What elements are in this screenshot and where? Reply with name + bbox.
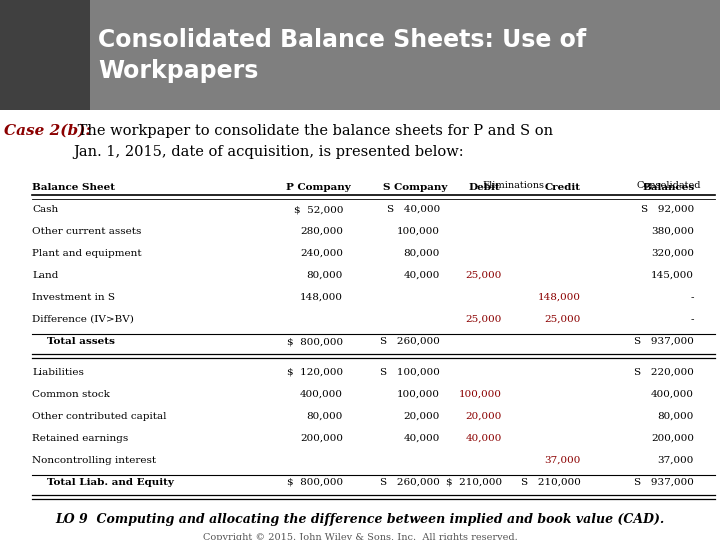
Text: S   220,000: S 220,000 xyxy=(634,368,694,377)
Text: Balance Sheet: Balance Sheet xyxy=(32,183,115,192)
Text: 80,000: 80,000 xyxy=(657,412,694,421)
Text: LO 9  Computing and allocating the difference between implied and book value (CA: LO 9 Computing and allocating the differ… xyxy=(55,513,665,526)
Text: Eliminations: Eliminations xyxy=(482,181,544,190)
Text: 80,000: 80,000 xyxy=(307,412,343,421)
Text: 25,000: 25,000 xyxy=(466,315,502,324)
Text: 40,000: 40,000 xyxy=(404,271,440,280)
Text: Consolidated: Consolidated xyxy=(636,181,701,190)
Text: Balances: Balances xyxy=(643,183,695,192)
Text: Copyright © 2015. John Wiley & Sons, Inc.  All rights reserved.: Copyright © 2015. John Wiley & Sons, Inc… xyxy=(202,533,518,540)
Text: $  210,000: $ 210,000 xyxy=(446,478,502,487)
Text: Credit: Credit xyxy=(545,183,581,192)
Text: Noncontrolling interest: Noncontrolling interest xyxy=(32,456,156,465)
Bar xyxy=(0,0,720,110)
Text: 148,000: 148,000 xyxy=(538,293,581,302)
Text: 25,000: 25,000 xyxy=(544,315,581,324)
Text: S   40,000: S 40,000 xyxy=(387,205,440,214)
Text: S   260,000: S 260,000 xyxy=(380,478,440,487)
Text: 320,000: 320,000 xyxy=(651,249,694,258)
Text: S   937,000: S 937,000 xyxy=(634,337,694,346)
Text: 280,000: 280,000 xyxy=(300,227,343,236)
Text: Cash: Cash xyxy=(32,205,58,214)
Text: Other current assets: Other current assets xyxy=(32,227,141,236)
Text: Total assets: Total assets xyxy=(47,337,115,346)
Text: 37,000: 37,000 xyxy=(657,456,694,465)
Text: 80,000: 80,000 xyxy=(404,249,440,258)
Text: 20,000: 20,000 xyxy=(404,412,440,421)
Text: Land: Land xyxy=(32,271,58,280)
Bar xyxy=(0,0,90,110)
Text: $  800,000: $ 800,000 xyxy=(287,337,343,346)
Text: Total Liab. and Equity: Total Liab. and Equity xyxy=(47,478,174,487)
Text: 380,000: 380,000 xyxy=(651,227,694,236)
Text: Difference (IV>BV): Difference (IV>BV) xyxy=(32,315,134,324)
Text: S   210,000: S 210,000 xyxy=(521,478,581,487)
Text: S   100,000: S 100,000 xyxy=(380,368,440,377)
Text: -: - xyxy=(690,293,694,302)
Text: 80,000: 80,000 xyxy=(307,271,343,280)
Text: 400,000: 400,000 xyxy=(300,390,343,399)
Text: Other contributed capital: Other contributed capital xyxy=(32,412,166,421)
Text: 40,000: 40,000 xyxy=(404,434,440,443)
Text: Retained earnings: Retained earnings xyxy=(32,434,128,443)
Text: 240,000: 240,000 xyxy=(300,249,343,258)
Text: Common stock: Common stock xyxy=(32,390,110,399)
Text: 20,000: 20,000 xyxy=(466,412,502,421)
Text: Case 2(b):: Case 2(b): xyxy=(4,124,91,138)
Text: 200,000: 200,000 xyxy=(300,434,343,443)
Text: 40,000: 40,000 xyxy=(466,434,502,443)
Text: P Company: P Company xyxy=(286,183,351,192)
Text: 100,000: 100,000 xyxy=(397,390,440,399)
Text: $  120,000: $ 120,000 xyxy=(287,368,343,377)
Text: S Company: S Company xyxy=(383,183,447,192)
Text: 148,000: 148,000 xyxy=(300,293,343,302)
Text: $  52,000: $ 52,000 xyxy=(294,205,343,214)
Text: 145,000: 145,000 xyxy=(651,271,694,280)
Text: S   937,000: S 937,000 xyxy=(634,478,694,487)
Text: Debit: Debit xyxy=(468,183,500,192)
Text: 37,000: 37,000 xyxy=(544,456,581,465)
Text: Investment in S: Investment in S xyxy=(32,293,115,302)
Text: -: - xyxy=(690,315,694,324)
Text: $  800,000: $ 800,000 xyxy=(287,478,343,487)
Text: Liabilities: Liabilities xyxy=(32,368,84,377)
Text: 400,000: 400,000 xyxy=(651,390,694,399)
Text: Consolidated Balance Sheets: Use of
Workpapers: Consolidated Balance Sheets: Use of Work… xyxy=(98,28,586,83)
Text: S   92,000: S 92,000 xyxy=(641,205,694,214)
Text: 100,000: 100,000 xyxy=(459,390,502,399)
Text: S   260,000: S 260,000 xyxy=(380,337,440,346)
Text: 200,000: 200,000 xyxy=(651,434,694,443)
Text: The workpaper to consolidate the balance sheets for P and S on
Jan. 1, 2015, dat: The workpaper to consolidate the balance… xyxy=(73,124,553,159)
Text: Plant and equipment: Plant and equipment xyxy=(32,249,142,258)
Text: 100,000: 100,000 xyxy=(397,227,440,236)
Text: 25,000: 25,000 xyxy=(466,271,502,280)
